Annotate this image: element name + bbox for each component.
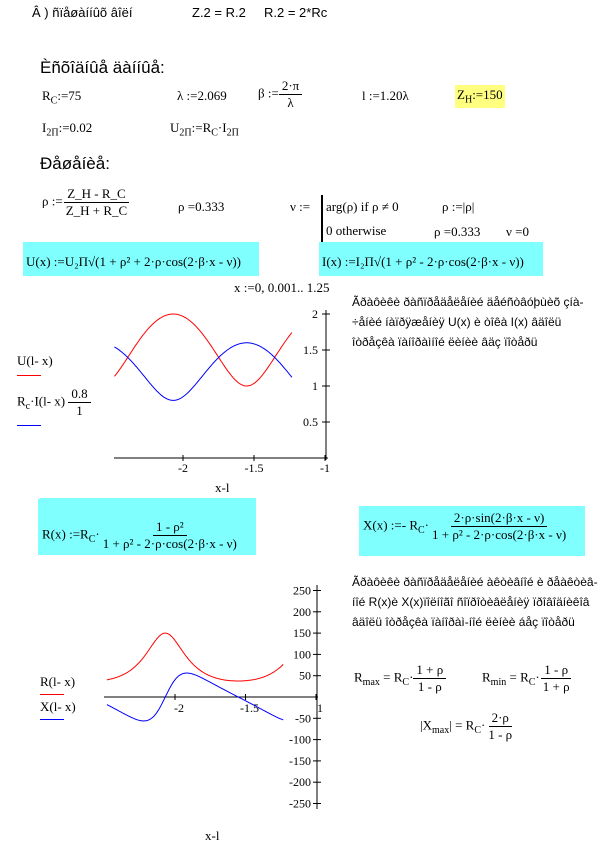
rc-def: RC:=75 — [42, 88, 82, 107]
chart2-ytick-label: -250 — [289, 797, 311, 811]
chart2-ytick-label: -100 — [289, 733, 311, 747]
i-curve — [114, 342, 293, 401]
chart2-ytick-label: -150 — [289, 754, 311, 768]
chart1-ytick-label: 1.5 — [303, 343, 318, 357]
r-formula[interactable]: R(x) :=RC· 1 - ρ² 1 + ρ² - 2·ρ·cos(2·β·x -… — [38, 499, 256, 555]
chart1-xtick-label: -1 — [320, 461, 330, 475]
legend-u: U(l- x) — [17, 353, 53, 368]
chart2-xlabel: x-l — [205, 828, 220, 843]
header-label: Â ) ñïåøàííûõ âîëí — [32, 5, 133, 20]
xmax-formula: |Xmax| = RC· 2·ρ 1 - ρ — [420, 710, 513, 742]
chart1-ytick-label: 0.5 — [303, 415, 318, 429]
header-eq1: Z.2 = R.2 — [192, 5, 246, 20]
chart1-xtick-label: -1.5 — [245, 461, 264, 475]
u2p-def: U2П:=RC·I2П — [170, 120, 239, 139]
r-curve — [106, 632, 284, 682]
rho-value: ρ =0.333 — [178, 199, 225, 214]
description-2: Ãðàôèêè ðàñïðåäåëåíèé àêòèâíîé è ðåàêòèâ… — [352, 575, 598, 629]
chart2-ytick-label: 50 — [299, 669, 311, 683]
nu-def: ν := — [290, 199, 311, 214]
chart2-ytick-label: 150 — [293, 626, 311, 640]
given-title: Èñõîäíûå äàííûå: — [40, 58, 165, 77]
chart2-legend: R(l- x) X(l- x) — [40, 674, 76, 720]
chart1-xlabel: x-l — [215, 480, 230, 495]
chart1-ytick-label: 1 — [312, 379, 318, 393]
i-formula[interactable]: I(x) :=I₂П√(1 + ρ² - 2·ρ·cos(2·β·x - ν)) — [319, 242, 543, 276]
zh-def[interactable]: ZH:=150 — [455, 85, 505, 108]
beta-def: β := 2·π λ — [258, 78, 303, 111]
chart2-xtick-label: -1.5 — [240, 701, 259, 715]
chart2-ytick-label: -50 — [295, 711, 311, 725]
chart2-ytick-label: 250 — [293, 584, 311, 598]
solution-title: Ðåøåíèå: — [40, 154, 110, 173]
description-1: Ãðàôèêè ðàñïðåäåëåíèé äåéñòâóþùèõ çíà-÷å… — [352, 295, 584, 349]
chart2-ytick-label: 100 — [293, 647, 311, 661]
i2p-def: I2П:=0.02 — [42, 120, 93, 139]
chart2-ytick-label: 200 — [293, 605, 311, 619]
rho-abs: ρ :=|ρ| — [442, 199, 475, 214]
header-eq2: R.2 = 2*Rc — [264, 5, 328, 20]
nu-value: ν =0 — [506, 224, 529, 239]
x-range: x :=0, 0.001.. 1.25 — [234, 280, 330, 295]
u-formula[interactable]: U(x) :=U₂П√(1 + ρ² + 2·ρ·cos(2·β·x - ν)) — [23, 242, 259, 276]
chart2-xtick-label: 1 — [317, 701, 323, 715]
chart1-ytick-label: 2 — [312, 307, 318, 321]
x-curve — [106, 672, 284, 722]
rho-def: ρ := Z_H - R_C Z_H + R_C — [42, 186, 129, 218]
chart2-ytick-label: -200 — [289, 775, 311, 789]
l-def: l :=1.20λ — [362, 88, 409, 103]
chart1-legend: U(l- x) Rc·I(l- x) 0.8 1 — [17, 353, 91, 426]
chart1-xtick-label: -2 — [178, 461, 188, 475]
chart2-xtick-label: -2 — [174, 701, 184, 715]
lambda-def: λ :=2.069 — [177, 88, 227, 103]
rho-value2: ρ =0.333 — [434, 224, 481, 239]
x-formula[interactable]: X(x) :=- RC· 2·ρ·sin(2·β·x - ν) 1 + ρ² - 2… — [359, 506, 585, 556]
u-curve — [114, 313, 293, 387]
